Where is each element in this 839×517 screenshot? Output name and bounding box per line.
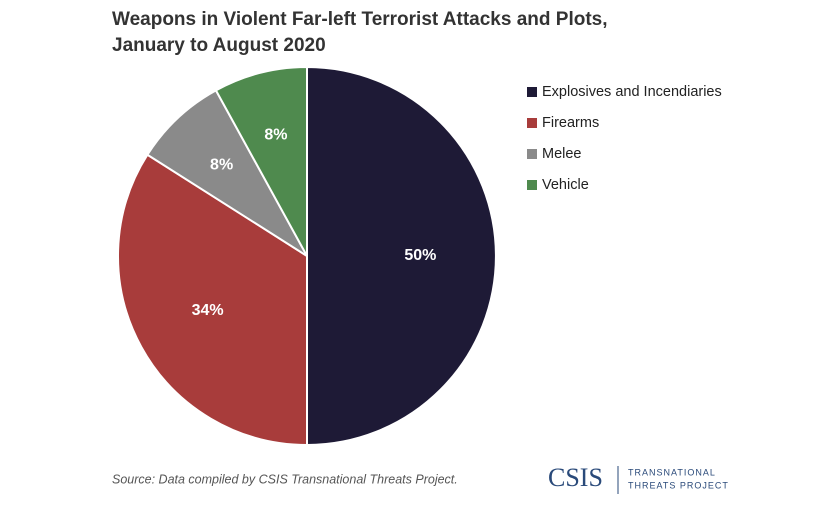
legend-swatch: [527, 180, 537, 190]
slice-label: 8%: [210, 156, 233, 173]
legend-label: Firearms: [542, 115, 599, 131]
slice-label: 34%: [192, 302, 224, 319]
chart-title: Weapons in Violent Far-left Terrorist At…: [112, 9, 608, 30]
legend-swatch: [527, 87, 537, 97]
chart-title: January to August 2020: [112, 35, 326, 56]
logo-name: CSIS: [548, 463, 603, 492]
legend-label: Melee: [542, 146, 582, 162]
slice-label: 50%: [404, 247, 436, 264]
slice-label: 8%: [264, 126, 287, 143]
legend-swatch: [527, 118, 537, 128]
pie-slice: [214, 65, 308, 257]
legend-swatch: [527, 149, 537, 159]
legend-label: Vehicle: [542, 177, 589, 193]
pie-slice: [146, 89, 308, 257]
logo-text: THREATS PROJECT: [628, 480, 729, 490]
legend-label: Explosives and Incendiaries: [542, 84, 722, 100]
pie-slice: [306, 65, 497, 447]
source: Source: Data compiled by CSIS Transnatio…: [112, 472, 458, 486]
pie-slice: [117, 153, 308, 447]
logo-text: TRANSNATIONAL: [628, 467, 716, 477]
